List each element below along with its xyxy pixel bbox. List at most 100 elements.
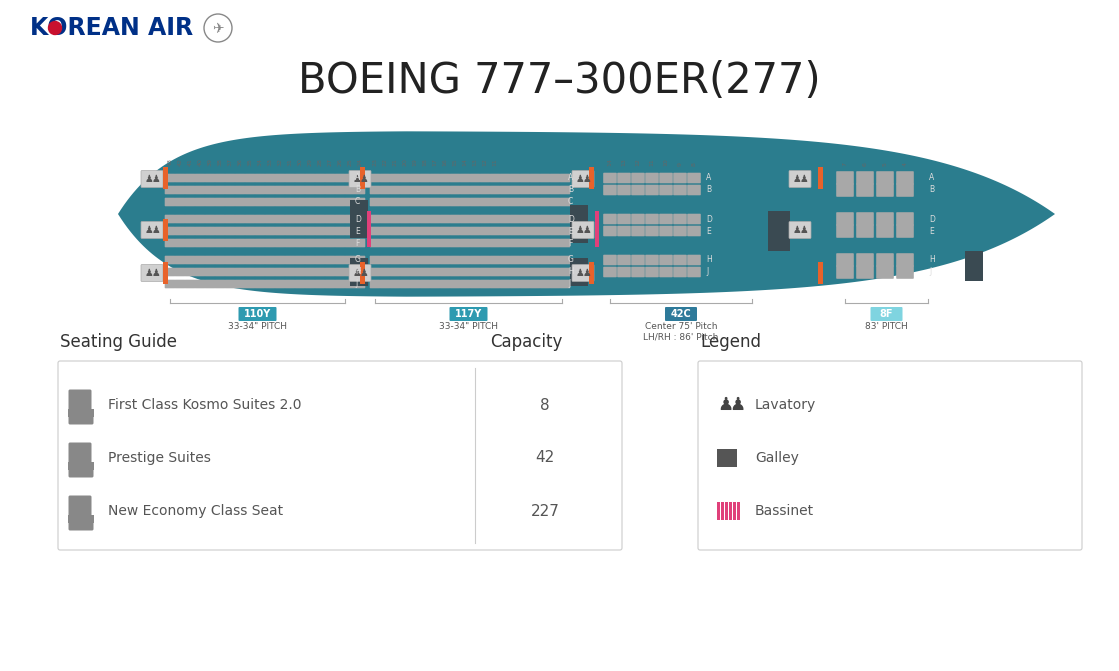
- FancyBboxPatch shape: [399, 174, 411, 183]
- FancyBboxPatch shape: [379, 174, 391, 183]
- FancyBboxPatch shape: [430, 268, 440, 276]
- FancyBboxPatch shape: [255, 174, 265, 183]
- FancyBboxPatch shape: [539, 280, 551, 289]
- FancyBboxPatch shape: [205, 256, 215, 264]
- FancyBboxPatch shape: [480, 268, 490, 276]
- FancyBboxPatch shape: [687, 185, 700, 195]
- Text: KOREAN AIR: KOREAN AIR: [30, 16, 194, 40]
- Text: 42: 42: [178, 158, 182, 166]
- Text: E: E: [706, 227, 711, 236]
- FancyBboxPatch shape: [314, 174, 326, 183]
- FancyBboxPatch shape: [314, 256, 326, 264]
- FancyBboxPatch shape: [355, 215, 365, 223]
- FancyBboxPatch shape: [410, 280, 421, 289]
- FancyBboxPatch shape: [314, 227, 326, 236]
- Text: 117Y: 117Y: [455, 309, 482, 319]
- FancyBboxPatch shape: [185, 174, 196, 183]
- FancyBboxPatch shape: [631, 255, 645, 265]
- FancyBboxPatch shape: [325, 239, 336, 248]
- FancyBboxPatch shape: [304, 186, 316, 195]
- FancyBboxPatch shape: [519, 186, 530, 195]
- FancyBboxPatch shape: [369, 268, 380, 276]
- FancyBboxPatch shape: [345, 215, 356, 223]
- FancyBboxPatch shape: [539, 239, 551, 248]
- FancyBboxPatch shape: [225, 198, 235, 206]
- FancyBboxPatch shape: [164, 268, 176, 276]
- FancyBboxPatch shape: [440, 186, 450, 195]
- Text: ♟: ♟: [359, 268, 368, 278]
- FancyBboxPatch shape: [560, 186, 571, 195]
- FancyBboxPatch shape: [389, 227, 401, 236]
- FancyBboxPatch shape: [215, 268, 225, 276]
- FancyBboxPatch shape: [325, 174, 336, 183]
- FancyBboxPatch shape: [836, 212, 854, 226]
- FancyBboxPatch shape: [470, 239, 480, 248]
- FancyBboxPatch shape: [245, 198, 255, 206]
- FancyBboxPatch shape: [274, 227, 285, 236]
- Text: Legend: Legend: [700, 333, 761, 351]
- FancyBboxPatch shape: [265, 186, 275, 195]
- FancyBboxPatch shape: [539, 215, 551, 223]
- FancyBboxPatch shape: [450, 227, 460, 236]
- FancyBboxPatch shape: [876, 224, 894, 238]
- FancyBboxPatch shape: [245, 186, 255, 195]
- FancyBboxPatch shape: [215, 186, 225, 195]
- FancyBboxPatch shape: [420, 256, 431, 264]
- FancyBboxPatch shape: [265, 215, 275, 223]
- Bar: [359, 167, 365, 189]
- FancyBboxPatch shape: [215, 280, 225, 289]
- FancyBboxPatch shape: [430, 186, 440, 195]
- Text: ♟: ♟: [728, 396, 745, 414]
- FancyBboxPatch shape: [876, 171, 894, 185]
- FancyBboxPatch shape: [175, 268, 186, 276]
- Text: B: B: [706, 185, 712, 195]
- FancyBboxPatch shape: [440, 198, 450, 206]
- FancyBboxPatch shape: [355, 280, 365, 289]
- FancyBboxPatch shape: [410, 198, 421, 206]
- FancyBboxPatch shape: [646, 225, 659, 236]
- Text: Galley: Galley: [755, 451, 799, 465]
- FancyBboxPatch shape: [509, 186, 520, 195]
- FancyBboxPatch shape: [529, 239, 540, 248]
- Text: 20: 20: [403, 158, 407, 166]
- Text: ♟: ♟: [800, 174, 808, 184]
- FancyBboxPatch shape: [284, 256, 295, 264]
- Text: ♟: ♟: [792, 174, 801, 184]
- FancyBboxPatch shape: [509, 268, 520, 276]
- FancyBboxPatch shape: [470, 186, 480, 195]
- FancyBboxPatch shape: [460, 239, 470, 248]
- Text: 30: 30: [298, 158, 302, 166]
- FancyBboxPatch shape: [195, 174, 205, 183]
- FancyBboxPatch shape: [603, 266, 617, 277]
- Text: ✈: ✈: [213, 21, 224, 35]
- FancyBboxPatch shape: [389, 186, 401, 195]
- FancyBboxPatch shape: [335, 227, 346, 236]
- Circle shape: [48, 21, 62, 34]
- FancyBboxPatch shape: [490, 198, 500, 206]
- FancyBboxPatch shape: [789, 221, 811, 238]
- FancyBboxPatch shape: [440, 268, 450, 276]
- FancyBboxPatch shape: [255, 256, 265, 264]
- Text: F: F: [355, 238, 359, 248]
- FancyBboxPatch shape: [519, 174, 530, 183]
- FancyBboxPatch shape: [687, 266, 700, 277]
- Text: H: H: [929, 256, 934, 264]
- Text: J: J: [929, 268, 931, 276]
- FancyBboxPatch shape: [175, 198, 186, 206]
- FancyBboxPatch shape: [698, 361, 1082, 550]
- Bar: [359, 262, 365, 284]
- FancyBboxPatch shape: [856, 212, 874, 226]
- Text: Center 75' Pitch
LH/RH : 86' Pitch: Center 75' Pitch LH/RH : 86' Pitch: [643, 322, 718, 342]
- FancyBboxPatch shape: [274, 186, 285, 195]
- FancyBboxPatch shape: [255, 215, 265, 223]
- FancyBboxPatch shape: [896, 253, 914, 267]
- FancyBboxPatch shape: [314, 198, 326, 206]
- FancyBboxPatch shape: [369, 239, 380, 248]
- Text: ♟: ♟: [575, 174, 584, 184]
- Text: 42: 42: [535, 450, 555, 466]
- Text: 41: 41: [188, 158, 192, 166]
- Bar: [595, 211, 599, 247]
- FancyBboxPatch shape: [440, 174, 450, 183]
- FancyBboxPatch shape: [896, 183, 914, 197]
- FancyBboxPatch shape: [410, 215, 421, 223]
